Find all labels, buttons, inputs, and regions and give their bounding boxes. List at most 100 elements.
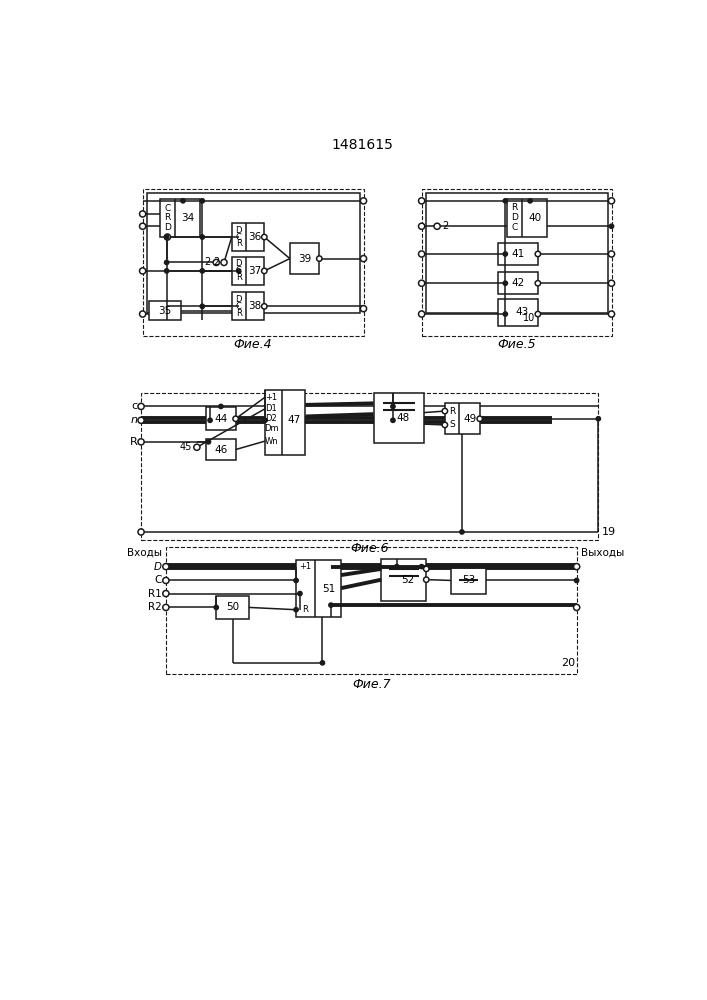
Text: 1481615: 1481615: [331, 138, 393, 152]
Text: 34: 34: [181, 213, 194, 223]
Circle shape: [419, 564, 423, 569]
Circle shape: [233, 416, 238, 421]
Circle shape: [138, 403, 144, 410]
Bar: [451, 567, 486, 594]
Text: 50: 50: [226, 602, 239, 612]
Text: C: C: [164, 204, 170, 213]
Text: 19: 19: [602, 527, 616, 537]
Circle shape: [263, 418, 267, 422]
Text: Dm: Dm: [264, 424, 279, 433]
Text: R: R: [164, 213, 170, 222]
Bar: [265, 389, 305, 455]
Bar: [498, 272, 538, 294]
Circle shape: [395, 564, 399, 569]
Circle shape: [214, 605, 218, 610]
Circle shape: [139, 268, 146, 274]
Bar: [421, 189, 612, 336]
Text: Фие.5: Фие.5: [497, 338, 536, 351]
Circle shape: [503, 281, 508, 285]
Bar: [232, 257, 264, 285]
Circle shape: [419, 198, 425, 204]
Bar: [206, 407, 235, 430]
Bar: [216, 596, 249, 619]
Text: C: C: [155, 575, 162, 585]
Text: 47: 47: [288, 415, 301, 425]
Text: 52: 52: [401, 575, 414, 585]
Bar: [166, 547, 577, 674]
Text: C: C: [236, 302, 242, 311]
Text: R2: R2: [148, 602, 162, 612]
Text: 43: 43: [515, 307, 528, 317]
Circle shape: [298, 591, 302, 596]
Bar: [143, 189, 363, 336]
Text: 2: 2: [213, 257, 219, 267]
Circle shape: [528, 199, 532, 203]
Bar: [232, 223, 264, 251]
Text: R: R: [236, 239, 242, 248]
Circle shape: [294, 578, 298, 583]
Circle shape: [139, 311, 146, 317]
Circle shape: [596, 417, 600, 421]
Text: Входы: Входы: [127, 548, 162, 558]
Circle shape: [200, 199, 204, 203]
Text: R1: R1: [148, 589, 162, 599]
Text: R: R: [449, 407, 455, 416]
Circle shape: [423, 566, 429, 572]
Text: 42: 42: [511, 278, 525, 288]
Circle shape: [503, 312, 508, 316]
Circle shape: [320, 661, 325, 665]
Circle shape: [139, 211, 146, 217]
Text: 46: 46: [214, 445, 228, 455]
Text: D: D: [235, 295, 242, 304]
Text: 51: 51: [322, 584, 335, 594]
Text: 38: 38: [248, 301, 262, 311]
Circle shape: [194, 444, 200, 450]
Circle shape: [163, 590, 169, 597]
Circle shape: [477, 416, 482, 421]
Text: R: R: [236, 273, 242, 282]
Circle shape: [164, 234, 170, 240]
Circle shape: [575, 578, 579, 583]
Circle shape: [503, 199, 508, 203]
Text: 2: 2: [204, 257, 210, 267]
Text: n: n: [130, 415, 137, 425]
Text: D1: D1: [265, 404, 277, 413]
Circle shape: [221, 259, 227, 266]
Circle shape: [609, 198, 614, 204]
Circle shape: [294, 608, 298, 612]
Bar: [141, 393, 598, 540]
Circle shape: [208, 418, 212, 422]
Circle shape: [329, 603, 333, 607]
Circle shape: [503, 252, 508, 256]
Circle shape: [206, 440, 211, 444]
Text: 36: 36: [248, 232, 262, 242]
Text: C: C: [511, 223, 518, 232]
Circle shape: [213, 259, 219, 266]
Circle shape: [391, 404, 395, 409]
Circle shape: [163, 604, 169, 610]
Circle shape: [419, 311, 425, 317]
Text: C: C: [236, 266, 242, 275]
Circle shape: [609, 224, 614, 228]
Text: 37: 37: [248, 266, 262, 276]
Bar: [296, 560, 341, 617]
Text: 10: 10: [523, 313, 535, 323]
Circle shape: [138, 417, 144, 423]
Bar: [498, 299, 538, 326]
Circle shape: [535, 251, 541, 257]
Circle shape: [163, 564, 169, 570]
Bar: [290, 243, 320, 274]
Circle shape: [419, 251, 425, 257]
Bar: [373, 393, 424, 443]
Circle shape: [442, 422, 448, 428]
Text: R: R: [511, 203, 518, 212]
Circle shape: [200, 269, 204, 273]
Text: D: D: [154, 562, 162, 572]
Text: S: S: [449, 420, 455, 429]
Bar: [160, 199, 200, 237]
Circle shape: [573, 604, 580, 610]
Circle shape: [200, 235, 204, 239]
Circle shape: [163, 577, 169, 584]
Text: R: R: [236, 309, 242, 318]
Text: C: C: [236, 233, 242, 242]
